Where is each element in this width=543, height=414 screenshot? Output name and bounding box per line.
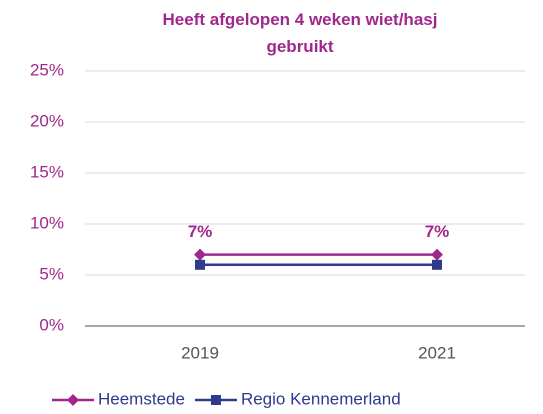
point [195,259,205,270]
legend-label: Heemstede [98,389,185,408]
y-tick-label: 20% [30,111,64,130]
point [194,248,206,261]
x-tick-label: 2021 [418,343,456,362]
point [432,259,442,270]
chart-title: Heeft afgelopen 4 weken wiet/hasj gebrui… [162,10,438,56]
y-tick-label: 10% [30,213,64,232]
y-tick-label: 25% [30,60,64,79]
y-tick-label: 5% [39,264,64,283]
data-label: 7% [188,222,213,241]
point [210,395,221,405]
point [67,394,79,406]
data-label: 7% [425,222,450,241]
x-tick-label: 2019 [181,343,219,362]
legend-label: Regio Kennemerland [241,389,401,408]
point [431,248,443,261]
y-tick-label: 15% [30,162,64,181]
y-tick-label: 0% [39,315,64,334]
